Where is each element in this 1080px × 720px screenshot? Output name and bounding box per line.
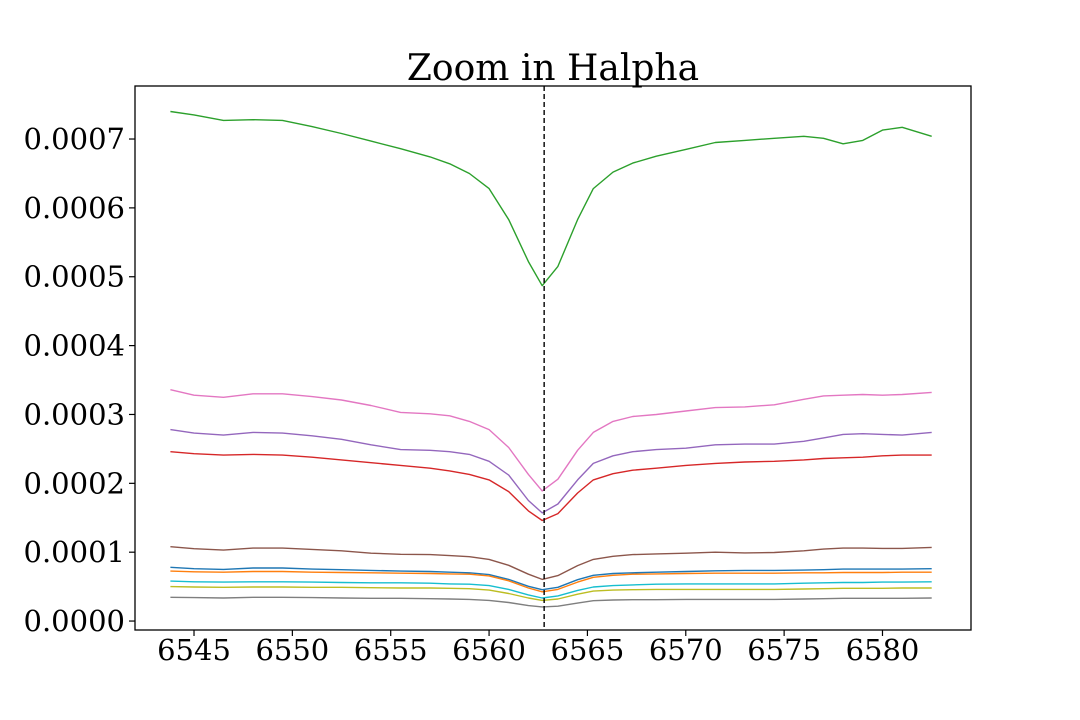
x-tick-label: 6560 xyxy=(452,633,526,667)
series-line-10 xyxy=(170,596,932,608)
x-tick-label: 6570 xyxy=(649,633,723,667)
y-tick-label: 0.0001 xyxy=(24,535,125,569)
y-tick-label: 0.0006 xyxy=(24,191,125,225)
plot-frame xyxy=(134,85,972,631)
series-line-1 xyxy=(170,110,932,287)
x-tick-label: 6575 xyxy=(747,633,821,667)
series-line-4 xyxy=(170,451,932,522)
x-tick-label: 6550 xyxy=(255,633,329,667)
series-line-7 xyxy=(170,570,932,593)
series-line-9 xyxy=(170,585,932,602)
series-line-3 xyxy=(170,428,932,514)
y-tick-label: 0.0005 xyxy=(24,260,125,294)
series-line-8 xyxy=(170,580,932,599)
x-tick-label: 6580 xyxy=(846,633,920,667)
y-tick-label: 0.0003 xyxy=(24,397,125,431)
series-layer xyxy=(170,110,932,608)
x-axis-ticks: 6545 6550 6555 6560 6565 6570 6575 6580 xyxy=(157,630,919,667)
x-tick-label: 6545 xyxy=(157,633,231,667)
series-line-2 xyxy=(170,389,932,492)
series-line-5 xyxy=(170,546,932,581)
y-tick-label: 0.0000 xyxy=(24,604,125,638)
chart-title: Zoom in Halpha xyxy=(407,48,699,89)
y-tick-label: 0.0002 xyxy=(24,466,125,500)
y-tick-label: 0.0007 xyxy=(24,122,125,156)
y-axis-ticks: 0.0000 0.0001 0.0002 0.0003 0.0004 0.0005 0.00… xyxy=(24,122,135,638)
x-tick-label: 6565 xyxy=(551,633,625,667)
series-line-6 xyxy=(170,566,932,591)
y-tick-label: 0.0004 xyxy=(24,329,125,363)
x-tick-label: 6555 xyxy=(354,633,428,667)
